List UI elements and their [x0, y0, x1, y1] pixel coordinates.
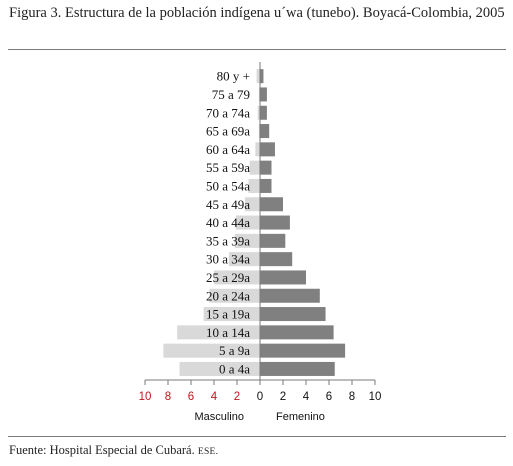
series-label-masculino: Masculino [194, 411, 244, 423]
bar-masculino [245, 197, 260, 212]
x-tick-label: 2 [280, 391, 286, 403]
bar-masculino [248, 178, 260, 193]
bar-femenino [260, 307, 326, 322]
bar-femenino [260, 178, 272, 193]
bar-masculino [214, 270, 260, 285]
bar-masculino [258, 87, 260, 102]
bar-masculino [234, 233, 260, 248]
age-group-label: 60 a 64a [206, 142, 250, 157]
x-tick-label: 0 [257, 391, 263, 403]
age-group-label: 0 a 4a [219, 361, 250, 376]
age-group-label: 25 a 29a [206, 270, 250, 285]
bar-masculino [179, 361, 260, 376]
bar-masculino [209, 288, 260, 303]
bar-femenino [260, 215, 290, 230]
x-tick-label: 6 [326, 391, 332, 403]
bar-femenino [260, 69, 264, 84]
age-group-label: 15 a 19a [206, 307, 250, 322]
figure-source: Fuente: Hospital Especial de Cubará. ESE… [9, 443, 218, 458]
bar-femenino [260, 197, 283, 212]
bar-femenino [260, 233, 286, 248]
age-group-label: 75 a 79 [212, 87, 250, 102]
bar-femenino [260, 270, 306, 285]
age-group-label: 5 a 9a [219, 343, 250, 358]
bottom-rule [8, 436, 506, 437]
age-group-label: 55 a 59a [206, 160, 250, 175]
bar-masculino [249, 160, 260, 175]
age-group-label: 65 a 69a [206, 124, 250, 139]
x-tick-label: 8 [349, 391, 355, 403]
bar-masculino [163, 343, 260, 358]
bar-femenino [260, 142, 275, 157]
bar-masculino [177, 325, 260, 340]
age-group-label: 50 a 54a [206, 178, 250, 193]
bar-masculino [257, 105, 260, 120]
bar-masculino [228, 252, 260, 267]
bar-femenino [260, 105, 267, 120]
bar-femenino [260, 124, 270, 139]
x-tick-label: 4 [211, 391, 218, 403]
bar-femenino [260, 160, 272, 175]
bar-femenino [260, 361, 335, 376]
series-label-femenino: Femenino [276, 411, 325, 423]
bar-femenino [260, 343, 346, 358]
age-group-label: 70 a 74a [206, 105, 250, 120]
age-group-label: 80 y + [217, 69, 250, 84]
x-tick-label: 8 [165, 391, 171, 403]
bar-femenino [260, 87, 267, 102]
age-group-label: 45 a 49a [206, 197, 250, 212]
age-group-label: 40 a 44a [206, 215, 250, 230]
bar-femenino [260, 252, 293, 267]
bar-masculino [258, 124, 260, 139]
x-tick-label: 10 [139, 391, 152, 403]
bar-femenino [260, 288, 320, 303]
bar-masculino [255, 142, 260, 157]
x-tick-label: 2 [234, 391, 240, 403]
source-text: Fuente: Hospital Especial de Cubará. [9, 443, 195, 457]
x-tick-label: 6 [188, 391, 194, 403]
bar-femenino [260, 325, 334, 340]
age-group-label: 30 a 34a [206, 252, 250, 267]
age-group-label: 20 a 24a [206, 288, 250, 303]
x-tick-label: 10 [369, 391, 382, 403]
bar-masculino [203, 307, 260, 322]
age-group-label: 35 a 39a [206, 233, 250, 248]
source-abbreviation: ESE. [197, 447, 219, 457]
bar-masculino [235, 215, 260, 230]
top-rule [8, 49, 506, 50]
figure-title: Figura 3. Estructura de la población ind… [9, 5, 505, 21]
age-group-label: 10 a 14a [206, 325, 250, 340]
population-pyramid-chart: 80 y + 75 a 79 70 a 74a 65 a 69a 60 a 64a 55 … [139, 62, 382, 423]
bar-masculino [256, 69, 260, 84]
x-tick-label: 4 [303, 391, 310, 403]
